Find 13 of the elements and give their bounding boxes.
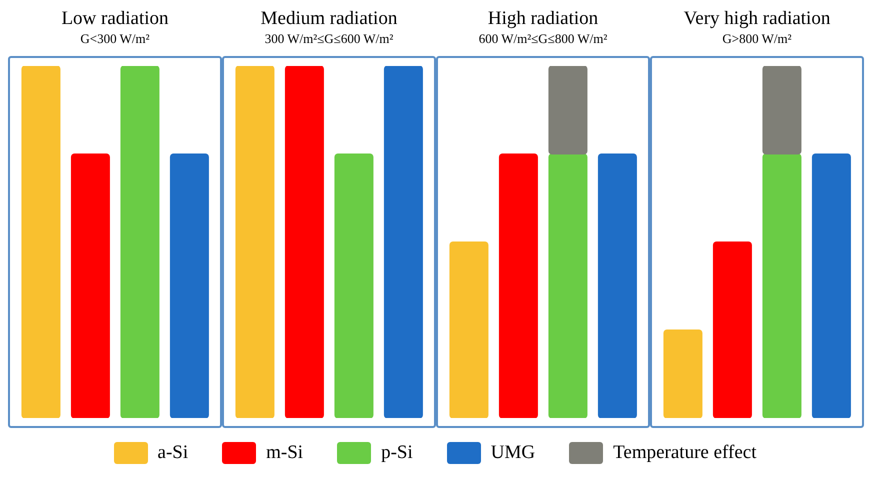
chart-subtitle: 600 W/m²≤G≤800 W/m² [478, 30, 608, 48]
chart-subtitle: G<300 W/m² [80, 30, 150, 48]
legend-label: p-Si [381, 442, 413, 464]
legend-label: m-Si [266, 442, 304, 464]
chart-title: Medium radiation [260, 8, 398, 30]
chart-title: Low radiation [61, 8, 169, 30]
chart-subtitle: 300 W/m²≤G≤600 W/m² [264, 30, 394, 48]
chart-title: High radiation [488, 8, 598, 30]
chart-subtitle: G>800 W/m² [722, 30, 792, 48]
chart-title: Very high radiation [684, 8, 830, 30]
legend-label: Temperature effect [613, 442, 756, 464]
legend-label: a-Si [158, 442, 188, 464]
legend-label: UMG [490, 442, 536, 464]
